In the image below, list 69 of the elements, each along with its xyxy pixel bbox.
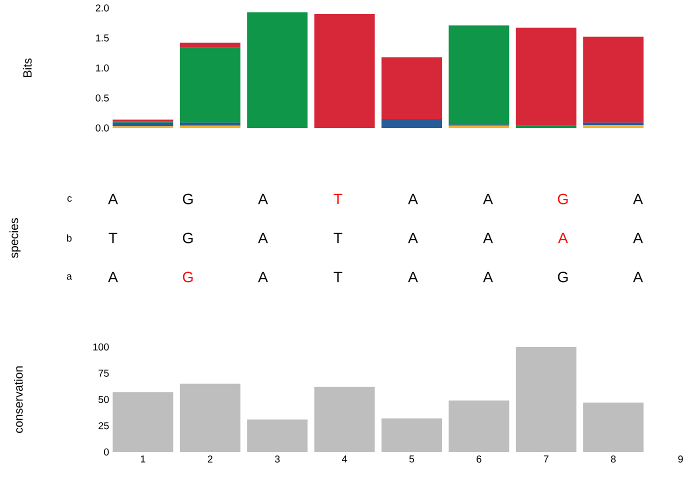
bar bbox=[247, 419, 308, 452]
text: A bbox=[258, 232, 268, 244]
x-tick-label: 3 bbox=[274, 456, 280, 463]
bar bbox=[583, 124, 644, 128]
bar bbox=[247, 12, 308, 128]
text: G bbox=[558, 272, 568, 282]
bar bbox=[112, 122, 174, 126]
text: A bbox=[408, 272, 418, 282]
bar bbox=[314, 14, 375, 128]
bar bbox=[382, 57, 442, 119]
text: T bbox=[334, 272, 342, 282]
x-tick-label: 6 bbox=[476, 456, 482, 463]
text: A bbox=[483, 272, 493, 282]
text: species bbox=[9, 218, 21, 258]
category-label: a bbox=[66, 274, 72, 280]
y-tick-label: 50 bbox=[98, 396, 109, 404]
bar bbox=[180, 122, 240, 126]
y-tick-label: 25 bbox=[98, 422, 109, 430]
text: G bbox=[182, 194, 193, 204]
text: A bbox=[408, 194, 418, 204]
text: A bbox=[483, 194, 493, 204]
bar bbox=[180, 48, 240, 123]
bar bbox=[583, 402, 644, 452]
x-tick-label: 7 bbox=[544, 456, 548, 462]
text: G bbox=[182, 272, 193, 282]
text: A bbox=[108, 194, 118, 204]
text: A bbox=[633, 194, 643, 204]
text: G bbox=[558, 194, 568, 204]
text: T bbox=[108, 232, 118, 244]
text: A bbox=[258, 272, 268, 282]
bar bbox=[112, 392, 174, 452]
text: A bbox=[633, 232, 643, 244]
text: A bbox=[108, 272, 118, 282]
category-label: b bbox=[67, 234, 72, 242]
bar bbox=[382, 118, 442, 128]
bar bbox=[448, 400, 510, 452]
x-tick-label: 2 bbox=[208, 456, 212, 462]
x-tick-label: 8 bbox=[611, 456, 616, 463]
text: A bbox=[408, 232, 418, 244]
text: A bbox=[483, 232, 493, 244]
y-tick-label: 100 bbox=[93, 343, 109, 351]
text: T bbox=[334, 194, 342, 204]
bar bbox=[448, 25, 510, 124]
bar bbox=[180, 384, 240, 452]
y-axis-title: Bits bbox=[22, 58, 32, 77]
text: A bbox=[258, 194, 268, 204]
bar bbox=[314, 386, 375, 452]
y-tick-label: 75 bbox=[98, 370, 109, 377]
x-tick-label: 4 bbox=[342, 456, 348, 462]
y-tick-label: 0.5 bbox=[96, 94, 109, 102]
text: A bbox=[633, 272, 643, 282]
text: T bbox=[334, 232, 342, 244]
bar bbox=[180, 42, 240, 48]
y-tick-label: 0.0 bbox=[96, 124, 109, 132]
text: G bbox=[182, 232, 193, 244]
x-tick-label: 1 bbox=[140, 456, 146, 462]
category-label: c bbox=[67, 196, 72, 202]
y-tick-label: 0 bbox=[104, 448, 109, 456]
y-tick-label: 1.0 bbox=[96, 64, 109, 72]
x-tick-label: 9 bbox=[678, 456, 683, 463]
bar bbox=[382, 418, 442, 452]
x-tick-label: 5 bbox=[409, 456, 414, 462]
bar bbox=[516, 28, 576, 126]
y-axis-title: conservation bbox=[14, 366, 23, 433]
y-tick-label: 1.5 bbox=[96, 34, 109, 42]
bar bbox=[516, 347, 576, 452]
y-tick-label: 2.0 bbox=[96, 4, 109, 12]
text: A bbox=[558, 232, 568, 244]
bar bbox=[583, 36, 644, 123]
